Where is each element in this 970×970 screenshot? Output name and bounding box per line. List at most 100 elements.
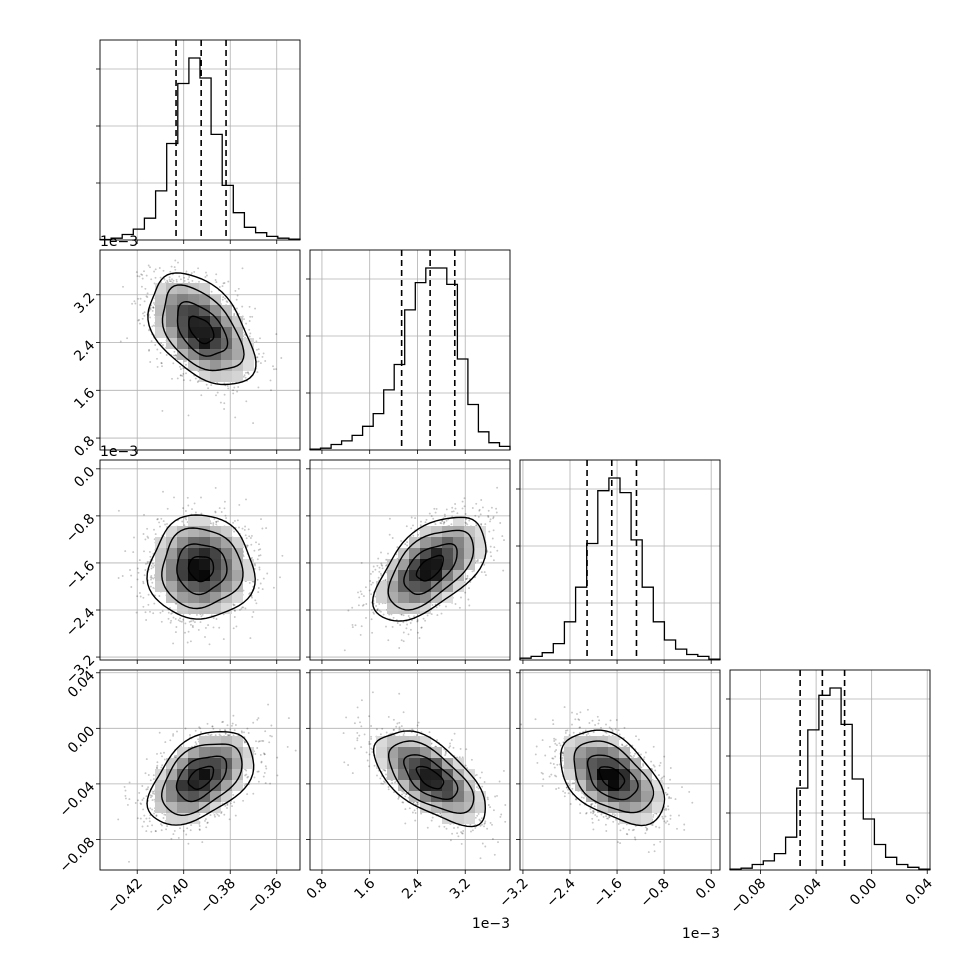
scatter-point [484,523,487,526]
scatter-point [439,521,442,524]
scatter-point [242,375,245,378]
scatter-point [148,348,151,351]
scatter-point [152,301,155,304]
scatter-point [391,537,394,539]
density-cell [210,548,221,559]
scatter-point [503,539,505,542]
scatter-point [269,379,272,382]
scatter-point [204,276,207,278]
scatter-point [262,577,265,580]
scatter-point [468,587,470,590]
density-cell [188,515,199,526]
scatter-point [204,636,206,638]
scatter-point [144,538,147,541]
scatter-point [464,513,467,515]
scatter-point [466,575,469,577]
scatter-point [387,552,389,555]
scatter-point [166,523,168,525]
scatter-point [223,402,226,405]
scatter-point [185,363,187,366]
scatter-point [124,550,127,553]
scatter-point [362,595,365,598]
scatter-point [417,533,420,536]
scatter-point [240,607,243,610]
scatter-point [451,506,454,509]
scatter-point [255,602,258,605]
scatter-point [496,549,499,552]
scatter-point [362,603,365,606]
scatter-point [199,621,202,624]
density-cell [199,526,210,537]
scatter-point [232,389,235,392]
scatter-point [261,527,264,530]
scatter-point [270,389,272,392]
scatter-point [471,507,474,509]
scatter-point [117,577,120,579]
scatter-point [404,543,407,546]
scatter-point [223,500,226,503]
scatter-point [214,511,217,514]
scatter-point [374,568,377,571]
scatter-point [166,279,169,282]
scatter-point [351,606,354,609]
scatter-point [122,285,124,288]
scatter-point [180,620,183,623]
scatter-point [226,301,229,304]
scatter-point [152,324,155,327]
scatter-point [256,558,259,561]
scatter-point [370,583,373,586]
scatter-point [164,523,167,526]
scatter-point [251,596,253,599]
scatter-point [162,269,165,272]
density-cell [221,371,232,382]
scatter-point [409,622,412,624]
scatter-point [174,354,177,357]
scatter-point [156,348,159,351]
scatter-point [177,261,179,264]
scatter-point [273,368,275,371]
scatter-point [241,527,244,530]
scatter-point [136,595,139,598]
scatter-point [212,626,215,629]
scatter-point [388,533,391,536]
scatter-point [176,377,179,380]
scatter-point [210,522,213,525]
scatter-point [257,591,260,594]
scatter-point [149,610,151,613]
scatter-point [236,519,239,522]
scatter-point [343,649,346,652]
scatter-point [174,631,177,634]
scatter-point [261,588,264,591]
scatter-point [184,622,187,625]
scatter-point [396,546,399,549]
scatter-point [233,314,236,317]
scatter-point [424,619,427,622]
scatter-point [370,608,373,611]
scatter-point [175,278,178,281]
scatter-point [193,621,196,624]
scatter-point [182,507,185,510]
scatter-point [251,556,253,559]
scatter-point [374,595,377,598]
scatter-point [174,259,177,262]
scatter-point [149,316,152,319]
scatter-point [416,620,419,623]
density-cell [221,581,232,592]
scatter-point [257,348,260,351]
scatter-point [412,534,415,537]
scatter-point [142,533,145,535]
scatter-point [162,490,164,493]
scatter-point [152,586,155,589]
scatter-point [256,356,259,359]
scatter-point [220,511,223,513]
scatter-point [233,616,236,618]
scatter-point [184,631,186,634]
scatter-point [381,567,384,570]
scatter-point [232,521,235,524]
scatter-point [246,371,249,374]
scatter-point [179,620,182,623]
scatter-point [410,516,413,519]
scatter-point [152,566,155,569]
scatter-point [193,270,196,273]
scatter-point [224,297,227,300]
